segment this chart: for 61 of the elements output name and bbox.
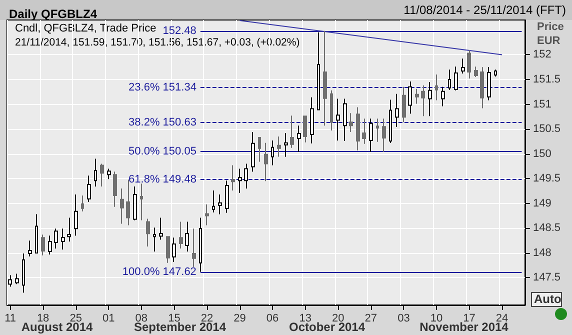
chart-subtitle: 11/08/2014 - 25/11/2014 (FFT) [404, 3, 566, 17]
y-tick-label: 150.5 [533, 123, 561, 136]
text: Auto [534, 292, 562, 306]
candlestick [435, 74, 438, 101]
candlestick [179, 221, 183, 249]
candlestick [421, 84, 425, 117]
ref-line-label: 61.8% 149.48 [128, 174, 196, 186]
y-axis-title: Price EUR [537, 21, 567, 47]
candlestick [382, 118, 386, 152]
candlestick [376, 118, 379, 142]
candlestick [140, 183, 143, 221]
y-tick-label: 149.5 [533, 172, 561, 185]
y-tick-label: 147.5 [533, 272, 561, 284]
candlestick [474, 66, 478, 78]
candlestick [290, 115, 294, 148]
y-tick-label: 149 [533, 197, 552, 210]
y-tick-label: 148.5 [533, 222, 561, 234]
candlestick [192, 228, 196, 268]
text: September 2014 [134, 320, 226, 334]
ref-line-label: 23.6% 151.34 [128, 81, 196, 94]
candlestick [356, 106, 360, 151]
candlestick [126, 179, 130, 226]
annotation: Cndl, QFGBLZ4, Trade Price [15, 22, 156, 34]
candlestick [467, 50, 471, 79]
candlestick [330, 90, 333, 132]
candlestick [113, 171, 117, 208]
candlestick [166, 236, 170, 264]
ref-line-label: 38.2% 150.63 [128, 116, 196, 129]
y-tick-label: 152 [533, 48, 552, 61]
candlestick [402, 86, 406, 123]
candlestick [205, 204, 209, 226]
y-tick-label: 148 [533, 246, 552, 259]
ref-line-label: 152.48 [162, 24, 196, 37]
y-tick-label: 151 [533, 98, 552, 110]
chart-title: Daily QFGBLZ4 [9, 7, 98, 21]
candlestick [81, 194, 84, 212]
candlestick [349, 112, 353, 133]
x-tick-label: 29 [234, 312, 246, 324]
candlestick [41, 234, 45, 256]
candlestick [120, 188, 124, 224]
y-tick-label: 151.5 [533, 73, 561, 86]
candlestick [100, 163, 104, 188]
candlestick [480, 66, 484, 109]
candlestick [146, 218, 150, 248]
y-tick-label: 150 [533, 148, 552, 160]
candlestick [494, 69, 497, 78]
candlestick [303, 116, 307, 143]
candlestick [231, 164, 235, 192]
candlestick [258, 136, 261, 162]
candlestick [323, 30, 327, 126]
ref-line-label: 100.0% 147.62 [122, 266, 196, 278]
candlestick [264, 142, 268, 182]
x-tick-label: 03 [398, 312, 410, 324]
candlestick [277, 136, 281, 158]
ref-line-label: 50.0% 150.05 [128, 145, 196, 158]
x-tick-label: 01 [102, 312, 115, 324]
x-tick-label: 11 [4, 312, 16, 324]
candlestick [415, 88, 419, 104]
x-tick-label: 27 [364, 312, 378, 324]
x-tick-label: 06 [266, 312, 279, 324]
candlestick [362, 118, 366, 144]
